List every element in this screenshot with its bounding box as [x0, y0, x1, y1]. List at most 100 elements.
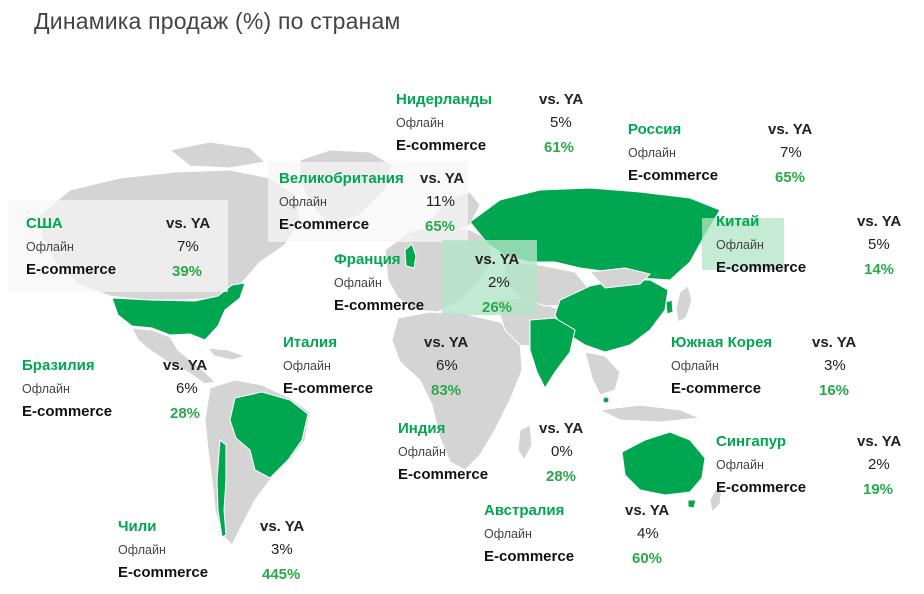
- ecommerce-label: E-commerce: [716, 479, 807, 496]
- offline-label: Офлайн: [396, 116, 444, 130]
- offline-value: 0%: [551, 443, 573, 460]
- mexico-shape: [131, 327, 217, 385]
- country-name: Нидерланды: [396, 91, 492, 108]
- ecommerce-label: E-commerce: [484, 548, 575, 565]
- country-name: Южная Корея: [671, 334, 773, 351]
- indonesia-shape: [598, 404, 701, 423]
- country-name: Великобритания: [279, 170, 404, 187]
- country-name: Россия: [628, 121, 682, 138]
- vs-label: vs. YA: [475, 251, 520, 268]
- southeast-asia-shape: [584, 351, 621, 396]
- offline-label: Офлайн: [279, 195, 327, 209]
- ecommerce-value: 19%: [863, 481, 894, 498]
- ecommerce-label: E-commerce: [283, 380, 374, 397]
- chile-shape: [216, 438, 227, 538]
- india-shape: [529, 317, 576, 390]
- vs-label: vs. YA: [857, 213, 902, 230]
- vs-label: vs. YA: [163, 357, 208, 374]
- ecommerce-value: 16%: [819, 382, 850, 399]
- singapore-shape: [602, 396, 610, 404]
- offline-label: Офлайн: [716, 458, 764, 472]
- ecommerce-label: E-commerce: [334, 297, 425, 314]
- vs-label: vs. YA: [768, 121, 813, 138]
- offline-value: 7%: [780, 144, 802, 161]
- vs-label: vs. YA: [260, 518, 305, 535]
- caribbean-shape: [206, 347, 247, 361]
- vs-label: vs. YA: [812, 334, 857, 351]
- offline-value: 3%: [271, 541, 293, 558]
- ecommerce-label: E-commerce: [26, 261, 117, 278]
- offline-label: Офлайн: [398, 445, 446, 459]
- madagascar-shape: [517, 424, 533, 462]
- australia-shape: [621, 431, 706, 496]
- ecommerce-value: 14%: [864, 261, 895, 278]
- panel-usa: [8, 200, 228, 292]
- ecommerce-label: E-commerce: [22, 403, 113, 420]
- south-korea-shape: [665, 299, 674, 315]
- panel-uk: [268, 162, 468, 242]
- offline-label: Офлайн: [22, 382, 70, 396]
- offline-value: 4%: [637, 525, 659, 542]
- ecommerce-value: 60%: [632, 550, 663, 567]
- country-name: Индия: [398, 420, 446, 437]
- new-zealand-shape: [709, 485, 723, 514]
- vs-label: vs. YA: [420, 170, 465, 187]
- country-name: Франция: [334, 251, 401, 268]
- country-name: Китай: [716, 213, 760, 230]
- country-name: Италия: [283, 334, 337, 351]
- ecommerce-label: E-commerce: [628, 167, 719, 184]
- offline-value: 6%: [436, 357, 458, 374]
- country-name: Австралия: [484, 502, 565, 519]
- brazil-shape: [229, 391, 309, 479]
- offline-value: 5%: [550, 114, 572, 131]
- tasmania-shape: [687, 499, 697, 509]
- vs-label: vs. YA: [539, 91, 584, 108]
- offline-label: Офлайн: [26, 240, 74, 254]
- offline-label: Офлайн: [628, 146, 676, 160]
- ecommerce-label: E-commerce: [671, 380, 762, 397]
- offline-value: 2%: [488, 274, 510, 291]
- ecommerce-value: 83%: [431, 382, 462, 399]
- arctic-islands-shape: [168, 141, 267, 169]
- ecommerce-value: 28%: [546, 468, 577, 485]
- ecommerce-label: E-commerce: [279, 216, 370, 233]
- ecommerce-value: 65%: [425, 218, 456, 235]
- offline-value: 2%: [868, 456, 890, 473]
- ecommerce-value: 65%: [775, 169, 806, 186]
- ecommerce-value: 28%: [170, 405, 201, 422]
- africa-shape: [391, 311, 523, 471]
- offline-value: 3%: [824, 357, 846, 374]
- ecommerce-label: E-commerce: [396, 137, 487, 154]
- offline-label: Офлайн: [671, 359, 719, 373]
- vs-label: vs. YA: [539, 420, 584, 437]
- japan-shape: [675, 285, 693, 323]
- panel-france: [442, 240, 537, 315]
- country-name: Сингапур: [716, 433, 787, 450]
- panel-china: [702, 218, 784, 270]
- offline-label: Офлайн: [118, 543, 166, 557]
- country-name: США: [26, 215, 63, 232]
- offline-value: 11%: [426, 193, 455, 210]
- usa-shape: [111, 282, 246, 341]
- vs-label: vs. YA: [857, 433, 902, 450]
- ecommerce-value: 445%: [262, 566, 301, 583]
- offline-value: 5%: [868, 236, 890, 253]
- ecommerce-value: 26%: [482, 299, 513, 316]
- vs-label: vs. YA: [625, 502, 670, 519]
- offline-value: 6%: [176, 380, 198, 397]
- page-title: Динамика продаж (%) по странам: [34, 8, 401, 34]
- ecommerce-label: E-commerce: [716, 259, 807, 276]
- ecommerce-value: 61%: [544, 139, 575, 156]
- mongolia-shape: [588, 267, 651, 289]
- vs-label: vs. YA: [424, 334, 469, 351]
- ecommerce-label: E-commerce: [118, 564, 209, 581]
- uk-shape: [404, 243, 417, 269]
- offline-label: Офлайн: [484, 527, 532, 541]
- country-name: Бразилия: [22, 357, 95, 374]
- ecommerce-label: E-commerce: [398, 466, 489, 483]
- offline-label: Офлайн: [283, 359, 331, 373]
- ecommerce-value: 39%: [172, 263, 203, 280]
- offline-label: Офлайн: [334, 276, 382, 290]
- offline-label: Офлайн: [716, 238, 764, 252]
- offline-value: 7%: [177, 238, 199, 255]
